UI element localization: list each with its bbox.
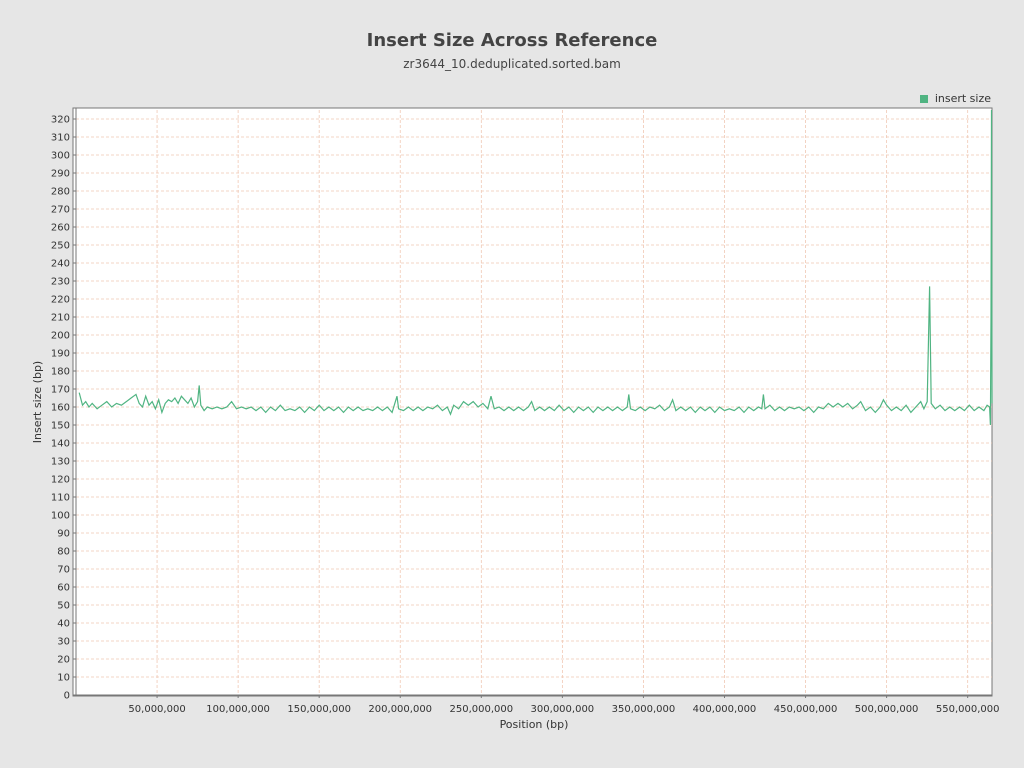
y-tick-label: 110 [51,493,70,504]
y-tick-label: 290 [51,169,70,180]
y-tick-label: 270 [51,205,70,216]
x-tick-label: 250,000,000 [449,704,513,715]
x-tick-label: 200,000,000 [368,704,432,715]
x-tick-label: 400,000,000 [693,704,757,715]
x-tick-label: 100,000,000 [206,704,270,715]
y-axis: 0 10 20 30 40 50 60 70 80 90 100 110 120 130 140 150 160… [51,108,77,702]
x-axis-title: Position (bp) [500,718,569,731]
y-tick-label: 160 [51,403,70,414]
y-tick-label: 120 [51,475,70,486]
legend-swatch [919,94,928,103]
y-tick-label: 170 [51,385,70,396]
y-tick-label: 320 [51,115,70,126]
x-tick-label: 450,000,000 [774,704,838,715]
y-tick-label: 220 [51,295,70,306]
y-tick-label: 50 [57,601,70,612]
y-tick-label: 300 [51,151,70,162]
plot-area [72,107,993,697]
x-tick-label: 500,000,000 [855,704,919,715]
y-tick-label: 190 [51,349,70,360]
y-tick-label: 250 [51,241,70,252]
chart-title: Insert Size Across Reference [366,30,658,51]
y-tick-label: 0 [64,691,70,702]
y-tick-label: 150 [51,421,70,432]
y-tick-label: 310 [51,133,70,144]
y-tick-label: 30 [57,637,70,648]
y-tick-label: 280 [51,187,70,198]
series-line [78,109,993,426]
y-tick-label: 210 [51,313,70,324]
y-tick-label: 260 [51,223,70,234]
y-tick-label: 10 [57,673,70,684]
y-tick-label: 90 [57,529,70,540]
x-tick-label: 350,000,000 [612,704,676,715]
y-tick-label: 60 [57,583,70,594]
legend-label: insert size [934,92,991,105]
y-tick-label: 20 [57,655,70,666]
y-tick-label: 140 [51,439,70,450]
x-axis: 50,000,000 100,000,000 150,000,000 200,000,… [76,694,1000,715]
y-tick-label: 230 [51,277,70,288]
y-tick-label: 240 [51,259,70,270]
legend: insert size [919,92,991,105]
y-tick-label: 200 [51,331,70,342]
y-tick-label: 180 [51,367,70,378]
x-tick-label: 150,000,000 [287,704,351,715]
y-tick-label: 40 [57,619,70,630]
y-axis-title: Insert size (bp) [31,361,44,443]
y-tick-label: 80 [57,547,70,558]
x-tick-label: 300,000,000 [531,704,595,715]
chart-subtitle: zr3644_10.deduplicated.sorted.bam [403,57,621,71]
y-tick-label: 130 [51,457,70,468]
x-tick-label: 50,000,000 [128,704,185,715]
x-tick-label: 550,000,000 [936,704,1000,715]
y-tick-label: 100 [51,511,70,522]
y-tick-label: 70 [57,565,70,576]
grid-lines [76,110,992,695]
